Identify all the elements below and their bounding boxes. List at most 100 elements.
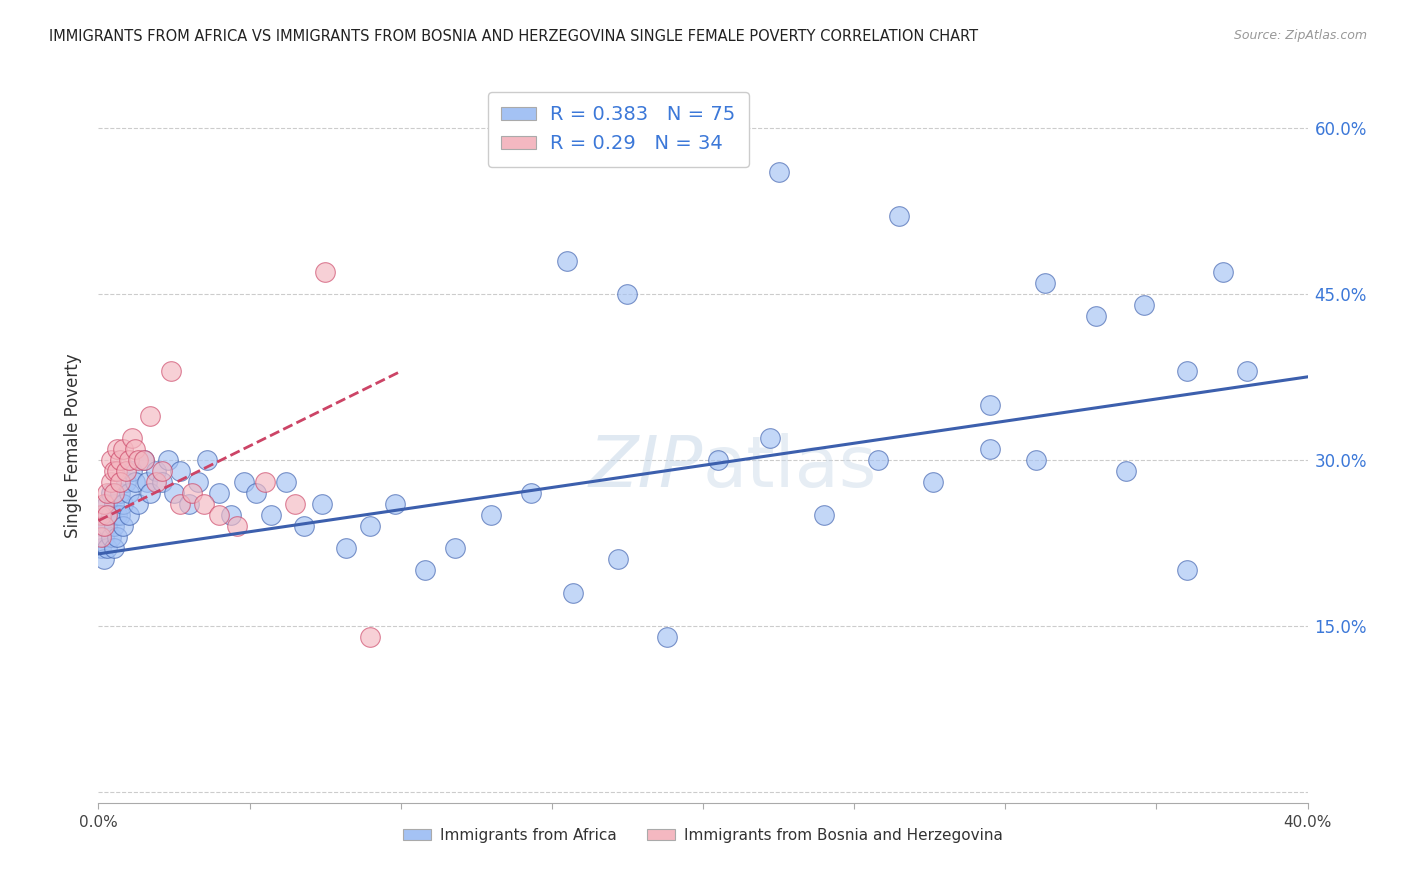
Point	[118, 486, 141, 500]
Point	[103, 541, 125, 556]
Y-axis label: Single Female Poverty: Single Female Poverty	[65, 354, 83, 538]
Point	[813, 508, 835, 523]
Point	[481, 508, 503, 523]
Point	[226, 519, 249, 533]
Point	[160, 364, 183, 378]
Point	[1175, 564, 1198, 578]
Legend: Immigrants from Africa, Immigrants from Bosnia and Herzegovina: Immigrants from Africa, Immigrants from …	[396, 822, 1010, 848]
Point	[132, 453, 155, 467]
Point	[118, 508, 141, 523]
Point	[1175, 364, 1198, 378]
Point	[208, 486, 231, 500]
Point	[1115, 464, 1137, 478]
Point	[132, 453, 155, 467]
Point	[114, 475, 136, 489]
Point	[114, 464, 136, 478]
Point	[245, 486, 267, 500]
Point	[221, 508, 243, 523]
Point	[100, 530, 122, 544]
Point	[169, 497, 191, 511]
Point	[150, 464, 173, 478]
Point	[111, 442, 134, 456]
Point	[979, 397, 1001, 411]
Point	[100, 486, 122, 500]
Point	[1024, 453, 1046, 467]
Point	[108, 508, 131, 523]
Point	[96, 508, 118, 523]
Point	[555, 253, 578, 268]
Point	[758, 431, 780, 445]
Point	[921, 475, 943, 489]
Point	[105, 464, 128, 478]
Point	[979, 442, 1001, 456]
Point	[868, 453, 890, 467]
Point	[105, 442, 128, 456]
Point	[208, 508, 231, 523]
Point	[90, 508, 112, 523]
Point	[768, 165, 790, 179]
Point	[124, 442, 146, 456]
Point	[121, 464, 143, 478]
Point	[707, 453, 730, 467]
Point	[124, 475, 146, 489]
Point	[90, 530, 112, 544]
Point	[118, 453, 141, 467]
Point	[96, 519, 118, 533]
Point	[108, 453, 131, 467]
Point	[156, 453, 179, 467]
Point	[181, 486, 204, 500]
Point	[193, 497, 215, 511]
Point	[187, 475, 209, 489]
Point	[311, 497, 333, 511]
Text: Source: ZipAtlas.com: Source: ZipAtlas.com	[1233, 29, 1367, 42]
Point	[260, 508, 283, 523]
Text: IMMIGRANTS FROM AFRICA VS IMMIGRANTS FROM BOSNIA AND HERZEGOVINA SINGLE FEMALE P: IMMIGRANTS FROM AFRICA VS IMMIGRANTS FRO…	[49, 29, 979, 44]
Point	[127, 497, 149, 511]
Point	[292, 519, 315, 533]
Point	[1085, 309, 1108, 323]
Point	[111, 519, 134, 533]
Point	[360, 519, 382, 533]
Point	[96, 541, 118, 556]
Point	[1212, 265, 1234, 279]
Point	[616, 286, 638, 301]
Point	[284, 497, 307, 511]
Point	[93, 508, 115, 523]
Point	[135, 475, 157, 489]
Point	[96, 497, 118, 511]
Point	[90, 519, 112, 533]
Point	[413, 564, 436, 578]
Point	[145, 475, 167, 489]
Point	[93, 530, 115, 544]
Point	[90, 541, 112, 556]
Point	[179, 497, 201, 511]
Point	[274, 475, 297, 489]
Point	[100, 508, 122, 523]
Point	[93, 519, 115, 533]
Point	[103, 464, 125, 478]
Point	[139, 486, 162, 500]
Point	[1033, 276, 1056, 290]
Point	[121, 431, 143, 445]
Point	[1133, 298, 1156, 312]
Point	[232, 475, 254, 489]
Point	[96, 486, 118, 500]
Point	[519, 486, 541, 500]
Point	[139, 409, 162, 423]
Point	[655, 630, 678, 644]
Point	[195, 453, 218, 467]
Point	[314, 265, 336, 279]
Point	[1236, 364, 1258, 378]
Point	[103, 519, 125, 533]
Point	[145, 464, 167, 478]
Point	[93, 552, 115, 566]
Point	[335, 541, 357, 556]
Point	[889, 210, 911, 224]
Point	[562, 585, 585, 599]
Point	[150, 475, 173, 489]
Point	[100, 475, 122, 489]
Point	[163, 486, 186, 500]
Point	[253, 475, 276, 489]
Point	[360, 630, 382, 644]
Text: atlas: atlas	[703, 433, 877, 502]
